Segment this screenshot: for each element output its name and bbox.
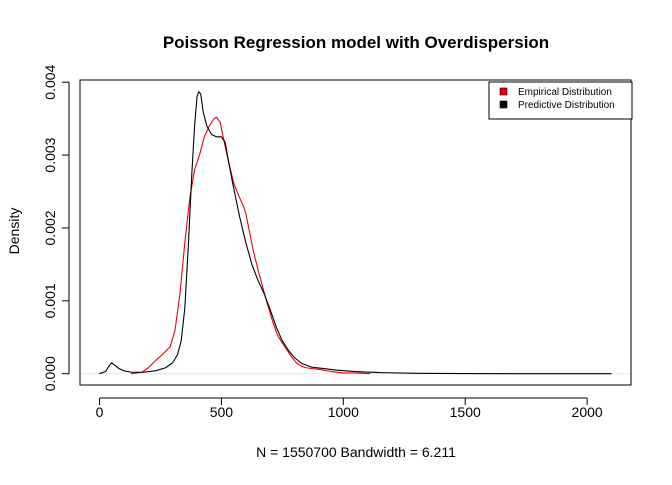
legend-label-predictive: Predictive Distribution [518, 100, 615, 111]
x-tick-label: 0 [96, 404, 104, 420]
legend-box [488, 81, 633, 120]
chart-title: Poisson Regression model with Overdisper… [163, 33, 549, 52]
legend-swatch-predictive [499, 100, 508, 109]
series-lines [99, 91, 612, 375]
x-axis-label: N = 1550700 Bandwidth = 6.211 [256, 444, 456, 460]
plot-frame [79, 79, 632, 386]
y-tick-label: 0.004 [42, 64, 58, 99]
x-tick-label: 1000 [328, 404, 359, 420]
legend: Empirical Distribution Predictive Distri… [488, 81, 633, 120]
x-tick-label: 2000 [572, 404, 603, 420]
empirical-distribution-line [131, 116, 371, 375]
x-tick-label: 500 [210, 404, 234, 420]
y-tick-label: 0.003 [42, 137, 58, 172]
y-tick-label: 0.000 [42, 356, 58, 391]
y-tick-label: 0.001 [42, 283, 58, 318]
y-tick-label: 0.002 [42, 210, 58, 245]
legend-label-empirical: Empirical Distribution [518, 87, 612, 98]
x-tick-label: 1500 [450, 404, 481, 420]
y-axis-label: Density [6, 208, 22, 255]
legend-swatch-empirical [499, 87, 508, 96]
predictive-distribution-line [99, 91, 612, 375]
axes: 0 500 1000 1500 2000 0.000 0.001 0.002 0.003 0.00… [42, 64, 632, 420]
